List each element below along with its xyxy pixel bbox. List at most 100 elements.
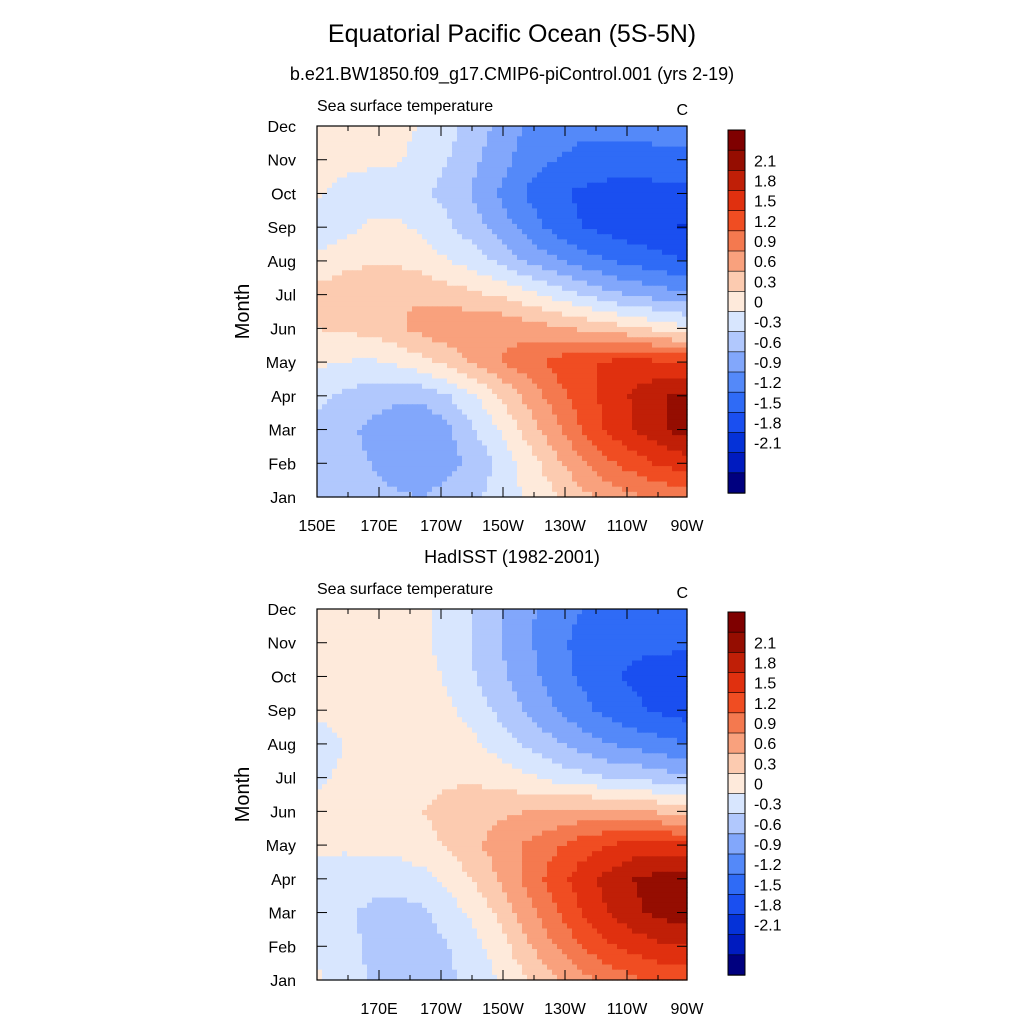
contour-cell <box>587 445 593 452</box>
contour-cell <box>492 213 498 220</box>
contour-cell <box>622 378 628 385</box>
contour-cell <box>467 337 473 344</box>
contour-cell <box>597 265 603 271</box>
contour-cell <box>522 136 528 143</box>
contour-cell <box>462 182 468 189</box>
contour-cell <box>622 285 628 292</box>
contour-cell <box>412 177 418 184</box>
contour-cell <box>532 156 538 163</box>
contour-cell <box>572 254 578 261</box>
contour-cell <box>372 270 378 277</box>
contour-cell <box>597 388 603 395</box>
contour-cell <box>357 126 363 132</box>
contour-cell <box>632 187 638 194</box>
contour-cell <box>362 450 368 457</box>
contour-cell <box>392 265 398 271</box>
contour-cell <box>652 223 658 230</box>
contour-cell <box>452 301 458 307</box>
contour-cell <box>487 280 493 287</box>
contour-cell <box>492 430 498 436</box>
contour-cell <box>672 285 678 292</box>
contour-cell <box>502 306 508 313</box>
contour-cell <box>537 187 543 194</box>
contour-cell <box>667 198 673 204</box>
contour-cell <box>582 321 588 328</box>
contour-cell <box>587 280 593 287</box>
contour-cell <box>652 162 658 168</box>
contour-cell <box>517 146 523 153</box>
contour-cell <box>412 378 418 385</box>
contour-cell <box>397 254 403 261</box>
contour-cell <box>542 182 548 189</box>
contour-cell <box>627 162 633 168</box>
contour-cell <box>382 203 388 210</box>
contour-cell <box>532 326 538 333</box>
contour-cell <box>387 208 393 215</box>
contour-cell <box>582 455 588 462</box>
contour-cell <box>497 435 503 441</box>
contour-cell <box>317 239 323 246</box>
contour-cell <box>632 151 638 158</box>
contour-cell <box>412 466 418 472</box>
contour-cell <box>602 141 608 148</box>
contour-cell <box>347 280 353 287</box>
contour-cell <box>552 450 558 457</box>
contour-cell <box>467 198 473 204</box>
contour-cell <box>527 192 533 199</box>
contour-cell <box>392 337 398 344</box>
contour-cell <box>392 285 398 292</box>
contour-cell <box>652 285 658 292</box>
contour-cell <box>427 162 433 168</box>
contour-cell <box>512 198 518 204</box>
contour-cell <box>587 337 593 344</box>
contour-cell <box>362 275 368 282</box>
contour-cell <box>667 435 673 441</box>
contour-cell <box>442 409 448 416</box>
contour-cell <box>512 466 518 472</box>
contour-cell <box>622 311 628 318</box>
contour-cell <box>487 435 493 441</box>
contour-cell <box>317 146 323 153</box>
contour-cell <box>422 234 428 240</box>
contour-cell <box>382 404 388 410</box>
contour-cell <box>432 419 438 426</box>
contour-cell <box>462 244 468 251</box>
contour-cell <box>407 378 413 385</box>
contour-cell <box>662 378 668 385</box>
contour-cell <box>467 388 473 395</box>
contour-cell <box>567 404 573 410</box>
contour-cell <box>617 419 623 426</box>
contour-cell <box>337 208 343 215</box>
contour-cell <box>332 378 338 385</box>
contour-cell <box>332 229 338 235</box>
contour-cell <box>412 430 418 436</box>
contour-cell <box>387 213 393 220</box>
contour-cell <box>662 275 668 282</box>
contour-cell <box>597 430 603 436</box>
contour-cell <box>502 373 508 380</box>
contour-cell <box>387 414 393 421</box>
contour-cell <box>397 347 403 354</box>
contour-cell <box>572 126 578 132</box>
contour-cell <box>442 368 448 374</box>
contour-cell <box>672 404 678 410</box>
contour-cell <box>522 223 528 230</box>
contour-cell <box>647 229 653 235</box>
contour-cell <box>647 234 653 240</box>
contour-cell <box>537 156 543 163</box>
contour-cell <box>437 404 443 410</box>
contour-cell <box>537 208 543 215</box>
contour-cell <box>347 347 353 354</box>
contour-cell <box>647 306 653 313</box>
contour-cell <box>402 203 408 210</box>
contour-cell <box>567 460 573 467</box>
contour-cell <box>482 177 488 184</box>
contour-cell <box>532 229 538 235</box>
contour-cell <box>337 368 343 374</box>
contour-cell <box>352 167 358 173</box>
contour-cell <box>477 208 483 215</box>
contour-cell <box>422 306 428 313</box>
contour-cell <box>507 290 513 297</box>
contour-cell <box>617 316 623 323</box>
contour-cell <box>582 424 588 431</box>
